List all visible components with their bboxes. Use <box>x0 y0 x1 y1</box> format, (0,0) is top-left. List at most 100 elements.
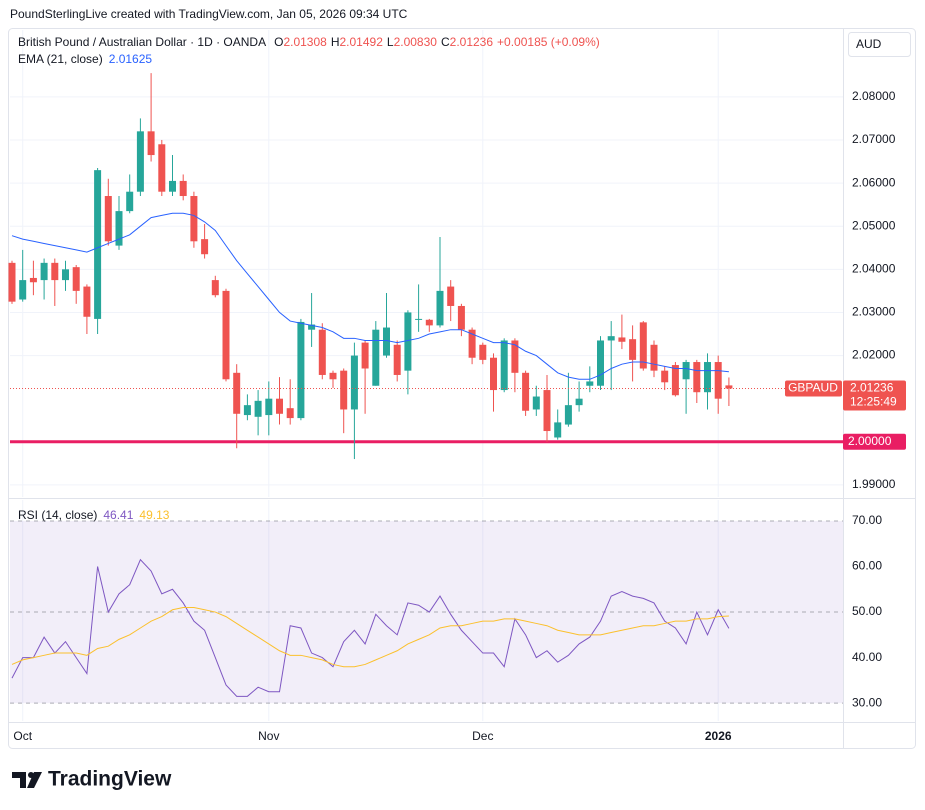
candle-body <box>19 280 27 300</box>
y-tick-label: 30.00 <box>852 695 882 709</box>
candle-body <box>607 336 615 341</box>
x-tick-label: Oct <box>13 729 32 743</box>
candle-body <box>671 365 679 396</box>
candle-body <box>243 405 251 416</box>
overlay-value: 2.01625 <box>109 52 153 66</box>
ohlc-key: C <box>441 35 450 49</box>
y-tick-label: 2.08000 <box>852 89 896 103</box>
candle-body <box>682 362 690 380</box>
candle-body <box>500 340 508 391</box>
candle-body <box>661 370 669 383</box>
candle-body <box>297 321 305 419</box>
symbol-label: GBPAUD <box>788 381 838 395</box>
logo: TradingView <box>12 768 172 791</box>
ohlc-value: 2.00830 <box>394 35 438 49</box>
legend: RSI (14, close) 46.41 49.13 <box>18 508 170 522</box>
candle-body <box>639 322 647 369</box>
legend: EMA (21, close) 2.01625 <box>18 52 152 66</box>
candle-body <box>276 398 283 414</box>
ohlc-value: 2.01308 <box>283 35 327 49</box>
candle-body <box>714 362 722 399</box>
candle-body <box>350 355 358 410</box>
y-tick-label: 2.05000 <box>852 218 896 232</box>
candle-body <box>693 362 701 393</box>
candle-body <box>190 196 198 242</box>
overlay-name: EMA (21, close) <box>18 52 103 66</box>
y-tick-label: 2.03000 <box>852 305 896 319</box>
candle-body <box>29 277 37 283</box>
ohlc-key: O <box>274 35 283 49</box>
candle-body <box>629 339 637 360</box>
header: PoundSterlingLive created with TradingVi… <box>10 7 408 21</box>
candle-body <box>254 400 262 417</box>
candle-body <box>94 170 102 319</box>
legend-title: British Pound / Australian Dollar · 1D ·… <box>18 35 266 49</box>
candle-body <box>618 337 626 342</box>
candle-body <box>340 370 348 410</box>
candle-body <box>83 286 91 317</box>
candle-body <box>62 269 69 281</box>
candle-body <box>8 262 16 302</box>
candle-body <box>372 329 380 386</box>
ohlc-key: H <box>331 35 340 49</box>
candle-body <box>425 319 433 326</box>
candle-body <box>222 290 230 380</box>
y-tick-label: 2.07000 <box>852 132 896 146</box>
x-tick-label: Nov <box>258 729 279 743</box>
candle-body <box>286 408 294 419</box>
ohlc-value: 2.01236 <box>450 35 494 49</box>
candle-body <box>586 381 594 386</box>
candle-body <box>211 280 219 296</box>
logo-text: TradingView <box>48 768 172 791</box>
currency-box[interactable] <box>848 32 911 57</box>
candle-body <box>147 131 155 156</box>
ohlc-value: 2.01492 <box>340 35 384 49</box>
candle-body <box>126 191 134 212</box>
rsi-title: RSI (14, close) <box>18 508 97 522</box>
candle-body <box>169 180 176 192</box>
candle-body <box>383 327 390 356</box>
candle-body <box>201 239 209 255</box>
horizontal-line-label-box <box>843 433 906 450</box>
candle-body <box>136 131 144 192</box>
last-price-label: 2.01236 <box>850 381 894 395</box>
ema-line <box>11 212 729 380</box>
rsi-value: 46.41 <box>103 508 133 522</box>
candle-body <box>318 329 326 375</box>
candle-body <box>597 340 604 386</box>
candle-body <box>329 372 337 380</box>
rsi-line <box>11 606 729 668</box>
currency: AUD <box>856 37 882 51</box>
candle-body <box>468 329 476 358</box>
y-tick-label: 40.00 <box>852 650 882 664</box>
countdown-label: 12:25:49 <box>850 395 897 409</box>
candle-body <box>40 262 48 281</box>
candle-body <box>361 342 369 369</box>
candle-body <box>436 290 444 326</box>
candle-body <box>158 144 166 192</box>
y-tick-label: 2.06000 <box>852 175 896 189</box>
candle-body <box>404 312 412 371</box>
candle-body <box>564 405 572 425</box>
rsi-line <box>11 558 730 697</box>
y-tick-label: 2.02000 <box>852 348 896 362</box>
candle-body <box>104 196 112 242</box>
last-price-box <box>843 380 906 411</box>
candle-body <box>72 267 80 291</box>
legend: British Pound / Australian Dollar · 1D ·… <box>18 35 600 49</box>
x-tick-label: Dec <box>472 729 493 743</box>
candle-body <box>115 211 123 246</box>
candle-body <box>51 262 59 281</box>
candle-body <box>543 390 551 432</box>
rsi-value: 49.13 <box>139 508 169 522</box>
symbol-label-box <box>785 380 842 397</box>
candle-body <box>650 344 658 371</box>
candle-body <box>457 305 465 330</box>
x-tick-label: 2026 <box>705 729 732 743</box>
candle-body <box>511 340 519 373</box>
candle-body <box>265 398 273 416</box>
y-tick-label: 60.00 <box>852 559 882 573</box>
y-tick-label: 2.04000 <box>852 261 896 275</box>
